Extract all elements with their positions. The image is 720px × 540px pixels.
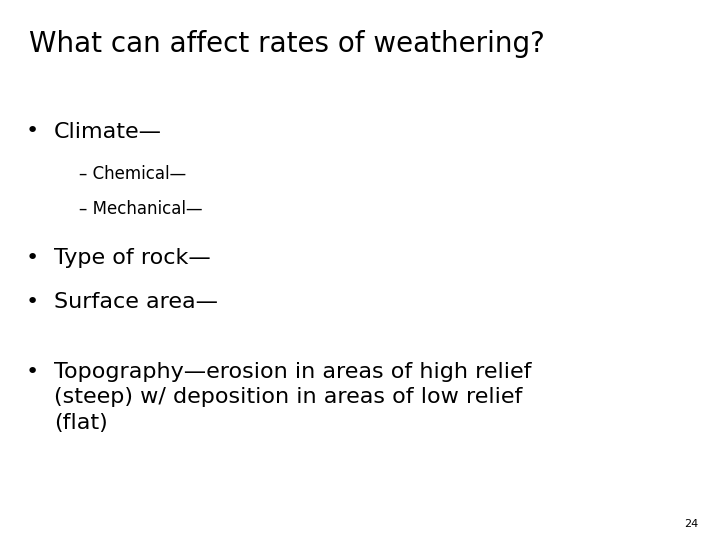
Text: – Chemical—: – Chemical— <box>79 165 186 183</box>
Text: Type of rock—: Type of rock— <box>54 248 211 268</box>
Text: •: • <box>26 122 39 141</box>
Text: Surface area—: Surface area— <box>54 292 218 312</box>
Text: Topography—erosion in areas of high relief
(steep) w/ deposition in areas of low: Topography—erosion in areas of high reli… <box>54 362 531 433</box>
Text: 24: 24 <box>684 519 698 529</box>
Text: – Mechanical—: – Mechanical— <box>79 200 203 218</box>
Text: What can affect rates of weathering?: What can affect rates of weathering? <box>29 30 544 58</box>
Text: •: • <box>26 362 39 382</box>
Text: •: • <box>26 292 39 312</box>
Text: •: • <box>26 248 39 268</box>
Text: Climate—: Climate— <box>54 122 162 141</box>
